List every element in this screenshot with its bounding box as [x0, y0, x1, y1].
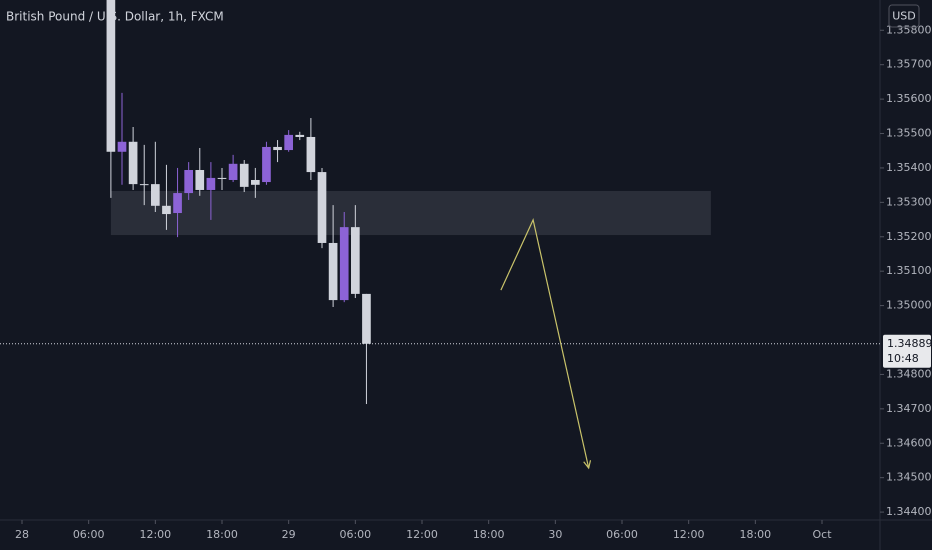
- candle-body: [328, 242, 338, 301]
- candle-body: [317, 172, 327, 243]
- countdown-label: 10:48: [887, 352, 919, 365]
- currency-label[interactable]: USD: [892, 10, 916, 23]
- x-tick-label: 06:00: [606, 528, 638, 541]
- axes: 1.34400 1.34500 1.34600 1.34700 1.34800 1.350…: [0, 23, 932, 541]
- candle-body: [262, 146, 271, 183]
- candle-body: [128, 141, 138, 185]
- x-tick-label: 06:00: [339, 528, 371, 541]
- zones: [110, 190, 711, 236]
- candles: [106, 0, 371, 405]
- y-tick-label: 1.35000: [886, 299, 932, 312]
- candle-body: [284, 134, 293, 151]
- x-tick-label: 06:00: [73, 528, 105, 541]
- last-price-label: 1.34889: [887, 337, 932, 350]
- candle-body: [173, 193, 182, 214]
- x-tick-label: 18:00: [739, 528, 771, 541]
- y-tick-label: 1.34500: [886, 471, 932, 484]
- y-tick-label: 1.35600: [886, 92, 932, 105]
- candle-body: [362, 293, 371, 344]
- x-tick-label: 18:00: [206, 528, 238, 541]
- y-tick-label: 1.35400: [886, 161, 932, 174]
- x-tick-label: 12:00: [406, 528, 438, 541]
- chart-title: British Pound / U.S. Dollar, 1h, FXCM: [6, 10, 224, 24]
- y-tick-label: 1.35700: [886, 58, 932, 71]
- x-tick-label: 29: [282, 528, 296, 541]
- candle-body: [162, 205, 171, 215]
- candle-body: [184, 170, 193, 194]
- last-price-box: [883, 334, 931, 368]
- y-tick-label: 1.35500: [886, 127, 932, 140]
- candle-body: [228, 163, 238, 180]
- x-tick-label: 30: [548, 528, 562, 541]
- candle-body: [295, 134, 305, 137]
- x-tick-label: 28: [15, 528, 29, 541]
- x-tick-label: 12:00: [139, 528, 171, 541]
- candle-body: [195, 170, 205, 190]
- candle-body: [117, 141, 127, 152]
- y-tick-label: 1.35200: [886, 230, 932, 243]
- candle-body: [239, 163, 249, 187]
- y-tick-label: 1.34700: [886, 402, 932, 415]
- candle-body: [351, 227, 360, 294]
- candle-body: [151, 184, 160, 206]
- candle-body: [217, 177, 227, 179]
- y-tick-label: 1.35800: [886, 23, 932, 36]
- currency-box[interactable]: [888, 4, 920, 28]
- y-tick-label: 1.34600: [886, 436, 932, 449]
- y-tick-label: 1.35100: [886, 264, 932, 277]
- candle-body: [206, 177, 216, 190]
- y-tick-label: 1.34400: [886, 505, 932, 518]
- candle-body: [306, 136, 316, 173]
- candle-body: [273, 146, 282, 151]
- candle-body: [106, 0, 116, 152]
- zone: [110, 190, 711, 236]
- candle-body: [139, 184, 149, 186]
- arrow-head: [583, 460, 592, 470]
- x-tick-label: 12:00: [673, 528, 705, 541]
- candle-body: [339, 227, 349, 301]
- x-tick-label: Oct: [812, 528, 832, 541]
- drawings: [500, 218, 592, 470]
- x-tick-label: 18:00: [473, 528, 505, 541]
- candle-body: [251, 179, 260, 185]
- trend-drawing: [500, 218, 590, 469]
- y-tick-label: 1.35300: [886, 195, 932, 208]
- y-tick-label: 1.34800: [886, 367, 932, 380]
